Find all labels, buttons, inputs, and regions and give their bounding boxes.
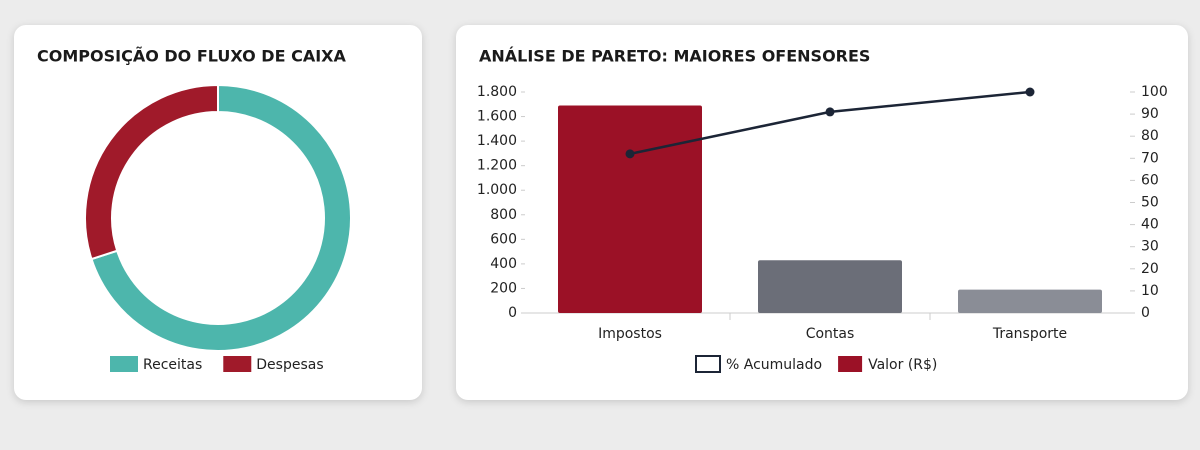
y-tick-label: 600 [490, 231, 517, 247]
y2-tick-label: 60 [1141, 172, 1159, 188]
legend-label: Despesas [256, 357, 323, 373]
bar [558, 105, 702, 313]
legend-swatch [838, 356, 863, 372]
bar [958, 289, 1102, 313]
y2-tick-label: 50 [1141, 195, 1159, 211]
y2-tick-label: 70 [1141, 150, 1159, 166]
y2-tick-label: 0 [1141, 305, 1150, 321]
legend-label: Valor (R$) [868, 357, 937, 373]
x-tick-label: Transporte [992, 326, 1067, 342]
line-point [1025, 87, 1035, 97]
x-tick-label: Impostos [598, 326, 662, 342]
chart-title: COMPOSIÇÃO DO FLUXO DE CAIXA [37, 47, 347, 66]
legend-swatch [695, 355, 721, 373]
y2-tick-label: 10 [1141, 283, 1159, 299]
legend-label: % Acumulado [726, 357, 822, 373]
y2-tick-label: 90 [1141, 106, 1159, 122]
y2-tick-label: 40 [1141, 217, 1159, 233]
y-tick-label: 400 [490, 256, 517, 272]
y-tick-label: 800 [490, 207, 517, 223]
line-point [625, 149, 635, 159]
y-tick-label: 200 [490, 280, 517, 296]
x-tick-label: Contas [806, 326, 855, 342]
legend-swatch [110, 356, 138, 372]
y-tick-label: 0 [508, 305, 517, 321]
legend-label: Receitas [143, 357, 202, 373]
y2-tick-label: 30 [1141, 239, 1159, 255]
y-tick-label: 1.200 [477, 158, 517, 174]
chart-title: ANÁLISE DE PARETO: MAIORES OFENSORES [479, 47, 870, 66]
y2-tick-label: 80 [1141, 128, 1159, 144]
y-tick-label: 1.400 [477, 133, 517, 149]
card [14, 25, 422, 400]
y-tick-label: 1.600 [477, 109, 517, 125]
bar [758, 260, 902, 313]
y-tick-label: 1.800 [477, 84, 517, 100]
y2-tick-label: 100 [1141, 84, 1168, 100]
line-point [825, 107, 835, 117]
legend-swatch [223, 356, 252, 372]
y-tick-label: 1.000 [477, 182, 517, 198]
donut-slice [90, 83, 352, 352]
donut-slice [84, 83, 219, 261]
y2-tick-label: 20 [1141, 261, 1159, 277]
